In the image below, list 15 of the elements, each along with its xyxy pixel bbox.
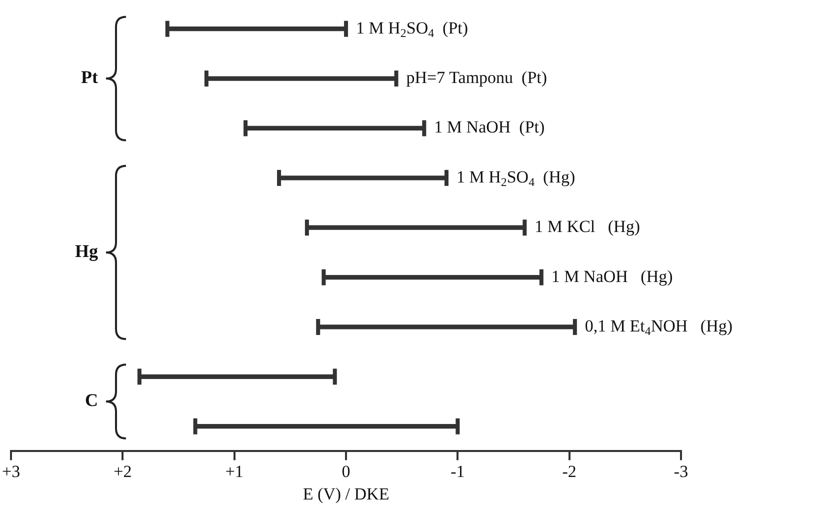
x-tick-label: -2 [562,462,576,481]
y-tick-label: 1 M NaOH (Hg) [551,266,673,286]
x-tick-label: +1 [225,462,244,481]
y-tick-label: 1 M KCl (Hg) [534,217,640,236]
x-tick-label: -1 [450,462,465,481]
x-tick-label: 0 [342,462,350,481]
y-tick-label: pH=7 Tamponu (Pt) [406,68,548,87]
annotation: Hg [74,241,98,262]
annotation: C [85,390,98,410]
x-tick-label: +3 [2,462,20,481]
x-tick-label: -3 [674,462,688,481]
annotation: Pt [81,67,98,88]
y-tick-label: 1 M NaOH (Pt) [434,118,545,137]
x-tick-label: +2 [114,462,132,481]
x-axis-title: E (V) / DKE [302,484,390,504]
